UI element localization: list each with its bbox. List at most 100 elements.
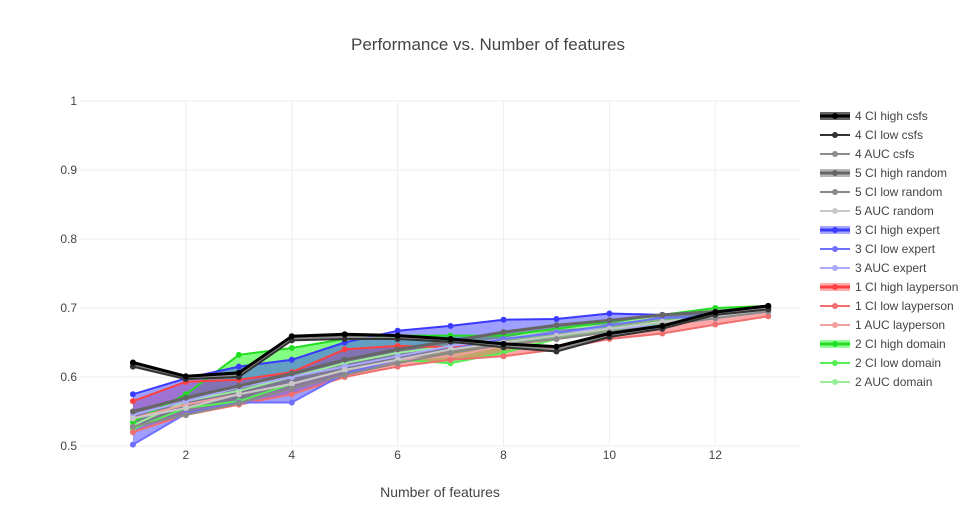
data-point — [288, 345, 295, 352]
data-point — [129, 415, 136, 422]
data-point — [235, 369, 242, 376]
x-tick-label: 2 — [183, 448, 190, 462]
data-point — [500, 316, 507, 323]
legend-label: 4 AUC csfs — [855, 147, 914, 161]
legend-marker — [832, 379, 838, 385]
axis-ticks: 0.50.60.70.80.912 4 6 8 10 12 — [60, 94, 722, 462]
data-point — [553, 322, 560, 329]
legend-marker — [832, 322, 838, 328]
legend-marker — [832, 208, 838, 214]
data-point — [447, 356, 454, 363]
data-point — [712, 309, 719, 316]
data-point — [341, 336, 348, 343]
legend-label: 2 CI high domain — [855, 337, 946, 351]
legend-item[interactable]: 4 CI high csfs — [820, 109, 928, 123]
data-point — [288, 356, 295, 363]
legend-label: 1 AUC layperson — [855, 318, 945, 332]
legend-item[interactable]: 5 AUC random — [820, 204, 934, 218]
legend-marker — [832, 189, 838, 195]
data-point — [182, 394, 189, 401]
legend-item[interactable]: 3 AUC expert — [820, 261, 927, 275]
data-point — [712, 321, 719, 328]
legend-label: 3 CI high expert — [855, 223, 940, 237]
legend-label: 5 CI low random — [855, 185, 942, 199]
data-point — [659, 322, 666, 329]
data-point — [341, 371, 348, 378]
data-point — [341, 367, 348, 374]
data-point — [341, 331, 348, 338]
legend-item[interactable]: 4 CI low csfs — [820, 128, 923, 142]
data-point — [129, 429, 136, 436]
data-point — [129, 363, 136, 370]
data-point — [129, 408, 136, 415]
data-point — [765, 302, 772, 309]
data-point — [288, 399, 295, 406]
data-point — [235, 382, 242, 389]
legend-item[interactable]: 1 CI high layperson — [820, 280, 958, 294]
legend-label: 2 AUC domain — [855, 375, 932, 389]
legend-marker — [832, 170, 838, 176]
legend-item[interactable]: 3 CI high expert — [820, 223, 940, 237]
data-point — [606, 330, 613, 337]
data-point — [341, 346, 348, 353]
series-lines — [129, 302, 772, 448]
x-tick-label: 10 — [603, 448, 617, 462]
legend-marker — [832, 341, 838, 347]
data-point — [553, 316, 560, 323]
data-point — [129, 359, 136, 366]
data-point — [235, 391, 242, 398]
legend-marker — [832, 132, 838, 138]
data-point — [129, 423, 136, 430]
legend-label: 4 CI low csfs — [855, 128, 923, 142]
x-tick-label: 12 — [709, 448, 723, 462]
data-point — [235, 351, 242, 358]
data-point — [129, 398, 136, 405]
legend-item[interactable]: 3 CI low expert — [820, 242, 936, 256]
legend-marker — [832, 360, 838, 366]
data-point — [553, 348, 560, 355]
data-point — [500, 353, 507, 360]
data-point — [182, 405, 189, 412]
legend-label: 5 CI high random — [855, 166, 947, 180]
legend-item[interactable]: 4 AUC csfs — [820, 147, 914, 161]
legend-item[interactable]: 2 CI low domain — [820, 356, 941, 370]
legend-item[interactable]: 2 CI high domain — [820, 337, 946, 351]
legend-marker — [832, 284, 838, 290]
legend-marker — [832, 227, 838, 233]
legend-label: 1 CI high layperson — [855, 280, 958, 294]
data-point — [394, 346, 401, 353]
chart-title: Performance vs. Number of features — [351, 35, 625, 54]
data-point — [606, 317, 613, 324]
legend-item[interactable]: 2 AUC domain — [820, 375, 932, 389]
data-point — [288, 333, 295, 340]
data-point — [394, 360, 401, 367]
data-point — [447, 336, 454, 343]
data-point — [394, 332, 401, 339]
legend-item[interactable]: 1 AUC layperson — [820, 318, 945, 332]
legend-item[interactable]: 1 CI low layperson — [820, 299, 954, 313]
legend-label: 5 AUC random — [855, 204, 934, 218]
data-point — [129, 441, 136, 448]
legend-marker — [832, 151, 838, 157]
data-point — [288, 370, 295, 377]
data-point — [235, 363, 242, 370]
y-tick-label: 1 — [70, 94, 77, 108]
y-tick-label: 0.9 — [60, 163, 77, 177]
legend-label: 3 CI low expert — [855, 242, 936, 256]
data-point — [447, 322, 454, 329]
legend-label: 3 AUC expert — [855, 261, 927, 275]
legend-marker — [832, 246, 838, 252]
data-point — [553, 343, 560, 350]
legend[interactable]: 4 CI high csfs 4 CI low csfs 4 AUC csfs 5 C… — [820, 109, 958, 389]
legend-label: 2 CI low domain — [855, 356, 941, 370]
legend-item[interactable]: 5 CI high random — [820, 166, 947, 180]
data-point — [500, 329, 507, 336]
data-point — [129, 391, 136, 398]
data-point — [341, 356, 348, 363]
legend-marker — [832, 113, 838, 119]
legend-label: 1 CI low layperson — [855, 299, 954, 313]
legend-marker — [832, 303, 838, 309]
legend-item[interactable]: 5 CI low random — [820, 185, 942, 199]
